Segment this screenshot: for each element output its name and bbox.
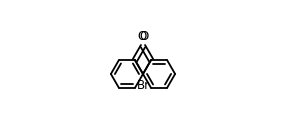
Text: O: O [138,30,147,43]
Text: Br: Br [136,79,150,92]
Text: O: O [139,30,148,43]
